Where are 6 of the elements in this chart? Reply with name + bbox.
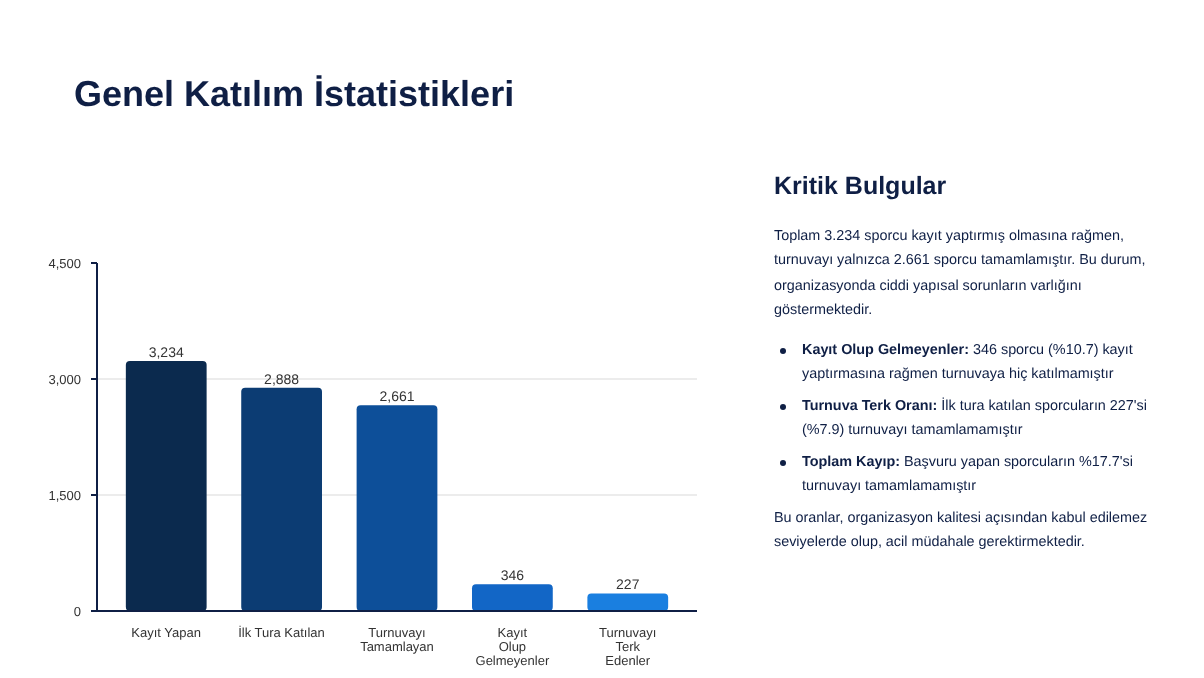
bar	[356, 405, 438, 611]
bar	[587, 593, 669, 611]
text: Kritik Bulgular	[774, 170, 949, 204]
chart-title: Genel Katılım İstatistikleri	[72, 72, 515, 118]
bar	[472, 584, 553, 611]
bar	[241, 387, 322, 611]
